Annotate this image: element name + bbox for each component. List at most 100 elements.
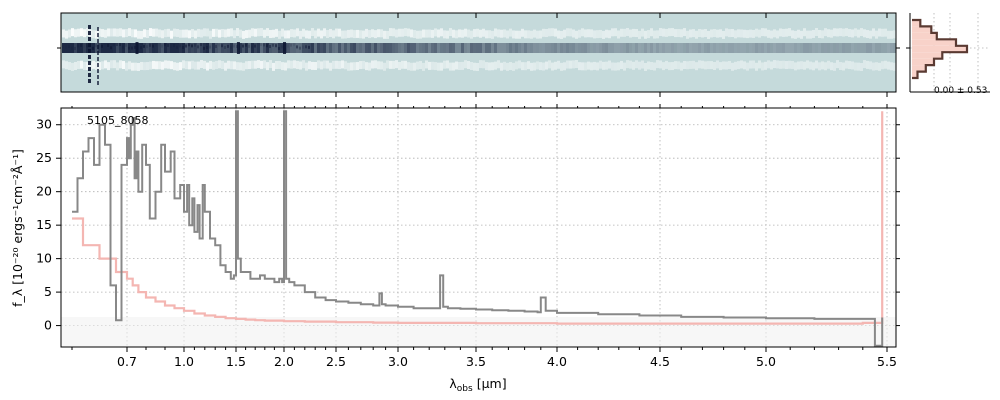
heatmap-cell [698, 28, 701, 37]
heatmap-cell [203, 28, 206, 37]
heatmap-cell [260, 60, 263, 69]
heatmap-cell [272, 43, 274, 47]
heatmap-cell [473, 43, 476, 53]
heatmap-cell [686, 30, 689, 39]
heatmap-cell [761, 43, 764, 53]
heatmap-cell [785, 43, 788, 53]
heatmap-cell [464, 60, 467, 69]
heatmap-cell [197, 43, 200, 53]
heatmap-cell [539, 30, 542, 39]
heatmap-cell [362, 43, 365, 53]
heatmap-cell [791, 30, 794, 39]
heatmap-cell [248, 29, 251, 38]
heatmap-cell [329, 43, 332, 53]
heatmap-cell [95, 30, 98, 39]
heatmap-cell [527, 43, 530, 53]
x-axis-label: λobs [μm] [449, 376, 506, 394]
heatmap-cell [104, 29, 107, 38]
heatmap-cell [593, 43, 596, 53]
heatmap-cell [476, 28, 479, 37]
heatmap-cell [761, 62, 764, 71]
heatmap-cell [521, 43, 524, 53]
heatmap-cell [95, 44, 97, 48]
heatmap-cell [335, 60, 338, 69]
heatmap-cell [233, 61, 236, 70]
heatmap-cell [554, 28, 557, 37]
heatmap-cell [863, 43, 866, 53]
heatmap-cell [455, 30, 458, 39]
x-tick-label: 2.0 [274, 354, 294, 369]
heatmap-cell [635, 60, 638, 69]
heatmap-cell [140, 61, 143, 70]
heatmap-cell [88, 49, 91, 53]
heatmap-cell [755, 62, 758, 71]
heatmap-cell [641, 43, 644, 53]
heatmap-cell [182, 43, 185, 53]
heatmap-cell [581, 62, 584, 71]
heatmap-cell [383, 43, 386, 53]
heatmap-cell [794, 30, 797, 39]
heatmap-cell [437, 43, 440, 53]
heatmap-cell [182, 29, 185, 38]
heatmap-cell [197, 61, 200, 70]
heatmap-cell [272, 43, 275, 53]
heatmap-cell [677, 61, 680, 70]
heatmap-cell [380, 43, 383, 53]
heatmap-cell [359, 61, 362, 70]
heatmap-cell [842, 28, 845, 37]
heatmap-cell [893, 30, 896, 39]
heatmap-cell [851, 29, 854, 38]
heatmap-cell [785, 28, 788, 37]
heatmap-cell [506, 62, 509, 71]
heatmap-cell [515, 30, 518, 39]
heatmap-cell [848, 43, 851, 53]
heatmap-cell [782, 28, 785, 37]
heatmap-cell [641, 28, 644, 37]
heatmap-cell [68, 29, 71, 38]
heatmap-cell [98, 28, 101, 37]
heatmap-cell [665, 43, 668, 53]
heatmap-cell [683, 60, 686, 69]
heatmap-cell [845, 43, 848, 53]
heatmap-cell [701, 29, 704, 38]
heatmap-cell [266, 43, 269, 53]
heatmap-cell [773, 60, 776, 69]
heatmap-cell [122, 29, 125, 38]
heatmap-cell [97, 27, 99, 31]
heatmap-cell [875, 30, 878, 39]
heatmap-cell [887, 43, 890, 53]
heatmap-cell [647, 43, 650, 53]
heatmap-cell [653, 30, 656, 39]
heatmap-cell [431, 29, 434, 38]
heatmap-cell [491, 30, 494, 39]
heatmap-cell [101, 43, 104, 53]
heatmap-cell [809, 30, 812, 39]
heatmap-cell [443, 60, 446, 69]
heatmap-cell [893, 62, 896, 71]
y-tick-label: 10 [36, 251, 52, 266]
heatmap-cell [503, 61, 506, 70]
heatmap-cell [830, 43, 833, 53]
heatmap-cell [131, 29, 134, 38]
heatmap-cell [344, 61, 347, 70]
heatmap-cell [566, 43, 569, 53]
heatmap-cell [650, 43, 653, 53]
heatmap-cell [221, 43, 224, 53]
heatmap-cell [530, 62, 533, 71]
heatmap-cell [71, 28, 74, 37]
heatmap-cell [62, 43, 65, 53]
heatmap-cell [299, 61, 302, 70]
heatmap-cell [194, 43, 197, 53]
heatmap-cell [749, 60, 752, 69]
heatmap-cell [206, 28, 209, 37]
heatmap-cell [197, 45, 199, 49]
heatmap-cell [878, 62, 881, 71]
heatmap-cell [88, 31, 91, 35]
heatmap-cell [281, 45, 283, 49]
heatmap-cell [440, 28, 443, 37]
heatmap-cell [659, 60, 662, 69]
heatmap-cell [794, 62, 797, 71]
heatmap-cell [677, 43, 680, 53]
heatmap-cell [74, 29, 77, 38]
